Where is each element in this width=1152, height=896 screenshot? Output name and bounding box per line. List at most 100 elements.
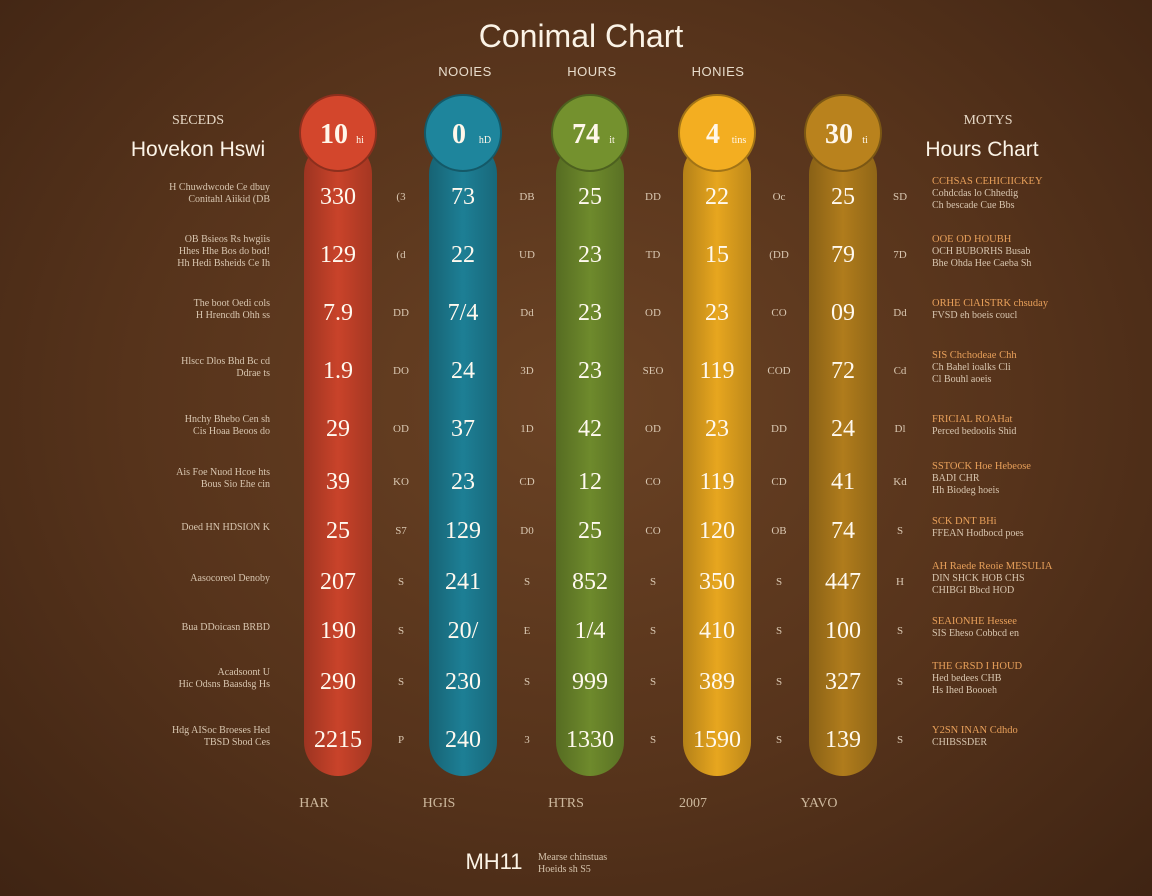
pill-column-4 [683, 140, 751, 776]
gap-label: S [650, 625, 656, 637]
gap-label: DB [519, 191, 534, 203]
cell-value: 207 [320, 569, 356, 595]
gap-label: COD [767, 365, 790, 377]
cell-value: 139 [825, 727, 861, 753]
cell-value: 120 [699, 518, 735, 544]
gap-label: OB [771, 525, 786, 537]
cell-value: 37 [451, 416, 475, 442]
right-note-line: Hs Ihed Boooeh [932, 685, 997, 696]
gap-label: Kd [893, 476, 907, 488]
gap-label: Dd [520, 307, 534, 319]
gap-label: DD [645, 191, 661, 203]
right-note-line: ORHE ClAISTRK chsuday [932, 298, 1049, 309]
cell-value: 23 [705, 300, 729, 326]
gap-label: S [398, 676, 404, 688]
right-note-line: OOE OD HOUBH [932, 234, 1012, 245]
bubble-4 [678, 94, 756, 172]
cell-value: 12 [578, 469, 602, 495]
right-note-line: BADI CHR [932, 473, 980, 484]
bubble-3 [551, 94, 629, 172]
right-note-line: FRICIAL ROAHat [932, 414, 1012, 425]
cell-value: 447 [825, 569, 861, 595]
cell-value: 330 [320, 184, 356, 210]
cell-value: 410 [699, 618, 735, 644]
cell-value: 100 [825, 618, 861, 644]
bubble-value-1: 10 [320, 119, 348, 150]
gap-label: 3 [524, 734, 530, 746]
gap-label: CD [771, 476, 786, 488]
pill-column-5 [809, 140, 877, 776]
gap-label: S [897, 734, 903, 746]
gap-label: S [776, 625, 782, 637]
gap-label: S7 [395, 525, 407, 537]
right-note-line: Bhe Ohda Hee Caeba Sh [932, 258, 1031, 269]
column-footer-4: 2007 [679, 796, 707, 811]
gap-label: S [897, 525, 903, 537]
cell-value: 999 [572, 669, 608, 695]
gap-label: DO [393, 365, 409, 377]
footer-brand: MH11 [465, 849, 522, 874]
chart-title: Conimal Chart [479, 18, 684, 54]
gap-label: SEO [643, 365, 664, 377]
cell-value: 230 [445, 669, 481, 695]
cell-value: 23 [578, 242, 602, 268]
right-note-line: SSTOCK Hoe Hebeose [932, 461, 1031, 472]
gap-labels: (3 DB DD Oc SD (d UD TD (DD 7D DD Dd OD CO Dd DO 3D SEO CO… [393, 191, 907, 746]
right-note-line: SCK DNT BHi [932, 516, 997, 527]
gap-label: P [398, 734, 404, 746]
column-footers: HAR HGIS HTRS 2007 YAVO [299, 796, 837, 811]
footer-brand-sub-2: Hoeids sh S5 [538, 864, 591, 875]
bubble-1 [299, 94, 377, 172]
gap-label: CO [645, 525, 660, 537]
gap-label: S [897, 676, 903, 688]
cell-value: 1590 [693, 727, 741, 753]
gap-label: S [776, 734, 782, 746]
gap-label: 1D [520, 423, 534, 435]
cell-value: 852 [572, 569, 608, 595]
left-note-line: H Chuwdwcode Ce dbuy [169, 182, 270, 193]
gap-label: S [524, 676, 530, 688]
gap-label: S [776, 576, 782, 588]
column-footer-3: HTRS [548, 796, 584, 811]
bubble-5 [804, 94, 882, 172]
bubble-value-5: 30 [825, 119, 853, 150]
gap-label: S [398, 576, 404, 588]
cell-value: 2215 [314, 727, 362, 753]
gap-label: (d [396, 249, 406, 261]
left-note-line: Aasocoreol Denoby [190, 573, 270, 584]
right-note-line: Perced bedoolis Shid [932, 426, 1016, 437]
left-note-line: Hic Odsns Baasdsg Hs [179, 679, 270, 690]
left-header-small: SECEDS [172, 113, 224, 128]
cell-value: 1.9 [323, 358, 353, 384]
gap-label: D0 [520, 525, 534, 537]
gap-label: SD [893, 191, 907, 203]
cell-value: 39 [326, 469, 350, 495]
left-note-line: Hnchy Bhebo Cen sh [185, 414, 270, 425]
left-note-line: H Hrencdh Ohh ss [196, 310, 270, 321]
gap-label: KO [393, 476, 409, 488]
cell-value: 25 [578, 518, 602, 544]
cell-value: 20/ [448, 618, 479, 644]
bubble-sub-4: tins [732, 135, 747, 146]
gap-label: S [650, 576, 656, 588]
right-note-line: Cl Bouhl aoeis [932, 374, 992, 385]
right-note-line: Hed bedees CHB [932, 673, 1002, 684]
gap-label: Dl [895, 423, 906, 435]
cell-value: 129 [445, 518, 481, 544]
cell-value: 72 [831, 358, 855, 384]
left-note-line: Acadsoont U [218, 667, 271, 678]
right-note-line: CHIBSSDER [932, 737, 987, 748]
cell-value: 290 [320, 669, 356, 695]
column-footer-1: HAR [299, 796, 329, 811]
cell-value: 15 [705, 242, 729, 268]
cell-value: 350 [699, 569, 735, 595]
cell-value: 119 [699, 358, 734, 384]
cell-value: 23 [451, 469, 475, 495]
gap-label: (DD [769, 249, 789, 261]
cell-value: 389 [699, 669, 735, 695]
gap-label: DD [771, 423, 787, 435]
gap-label: DD [393, 307, 409, 319]
